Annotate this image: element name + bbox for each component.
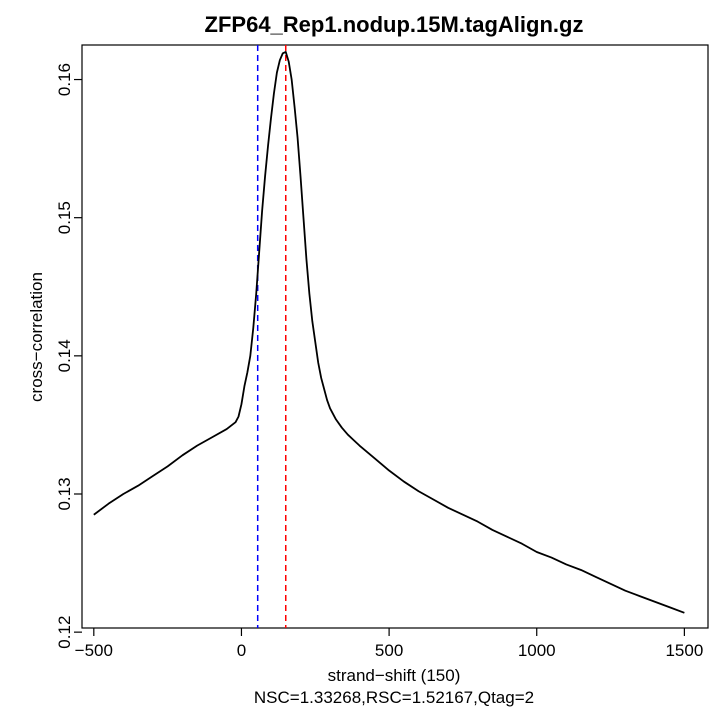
x-tick-label: 1500 [665, 641, 703, 660]
plot-frame [81, 44, 709, 629]
y-tick-label: 0.15 [55, 201, 74, 234]
x-tick-label: 0 [237, 641, 246, 660]
chart-title: ZFP64_Rep1.nodup.15M.tagAlign.gz [205, 12, 584, 37]
y-axis: 0.12 0.13 0.14 0.15 0.16 [55, 63, 82, 649]
stats-sublabel: NSC=1.33268,RSC=1.52167,Qtag=2 [254, 688, 534, 707]
y-tick-label: 0.13 [55, 477, 74, 510]
x-tick-label: −500 [75, 641, 113, 660]
y-tick-label: 0.14 [55, 339, 74, 372]
x-tick-label: 500 [375, 641, 403, 660]
x-axis-label: strand−shift (150) [328, 666, 461, 685]
y-tick-label: 0.12 [55, 616, 74, 649]
x-tick-label: 1000 [518, 641, 556, 660]
x-axis: −500 0 500 1000 1500 [75, 628, 703, 660]
reference-lines [256, 45, 287, 628]
y-tick-label: 0.16 [55, 63, 74, 96]
series-group [93, 51, 685, 614]
cross-correlation-line [93, 51, 685, 614]
y-axis-label: cross−correlation [27, 272, 46, 402]
